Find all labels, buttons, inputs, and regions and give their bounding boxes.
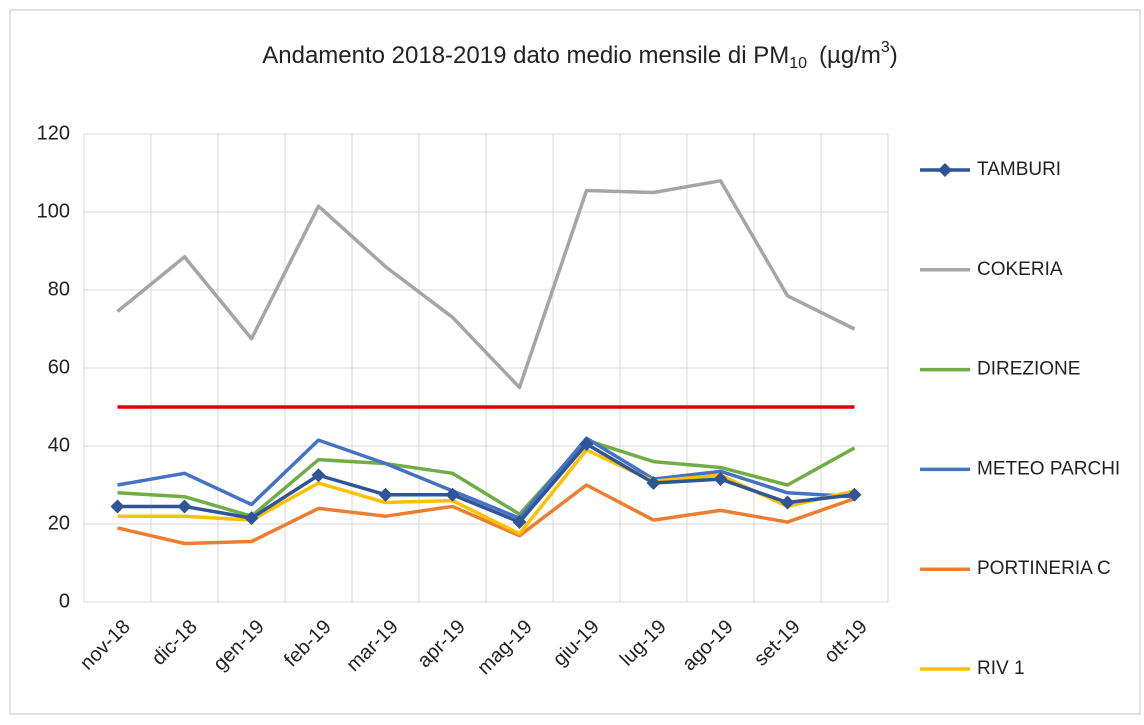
point-marker	[378, 487, 393, 502]
y-tick-label: 60	[48, 356, 70, 378]
title-unit: (µg/m	[819, 42, 881, 69]
series-line	[116, 179, 856, 390]
series-line	[117, 483, 856, 546]
legend-label: COKERIA	[977, 259, 1063, 280]
legend-label: PORTINERIA C	[977, 558, 1111, 579]
y-tick-label: 100	[37, 200, 70, 222]
title-subscript: 10	[789, 55, 807, 72]
point-marker	[847, 487, 862, 502]
point-marker	[445, 487, 460, 502]
y-tick-label: 120	[37, 122, 70, 144]
point-marker	[713, 472, 728, 487]
point-marker	[110, 499, 125, 514]
title-superscript: 3	[881, 39, 890, 56]
title-unit-end: )	[890, 42, 898, 69]
point-marker	[780, 495, 795, 510]
series-line	[117, 448, 855, 536]
point-marker	[311, 468, 326, 483]
point-marker	[646, 476, 661, 491]
y-tick-label: 0	[59, 590, 70, 612]
legend-label: METEO PARCHI	[977, 458, 1120, 479]
chart-title: Andamento 2018-2019 dato medio mensile d…	[262, 39, 898, 72]
point-marker	[579, 437, 594, 452]
point-marker	[512, 515, 527, 530]
legend-label: TAMBURI	[977, 159, 1061, 180]
y-tick-label: 40	[48, 434, 70, 456]
point-marker	[177, 499, 192, 514]
y-tick-label: 80	[48, 278, 70, 300]
title-text: Andamento 2018-2019 dato medio mensile d…	[262, 42, 789, 69]
legend-label: DIREZIONE	[977, 359, 1080, 380]
legend-marker	[938, 163, 952, 177]
legend-label: RIV 1	[977, 658, 1025, 679]
point-marker	[244, 511, 259, 526]
series-line	[117, 442, 855, 524]
chart-border	[9, 9, 1141, 715]
y-tick-label: 20	[48, 512, 70, 534]
series-line	[117, 438, 856, 518]
series-line	[117, 436, 855, 520]
